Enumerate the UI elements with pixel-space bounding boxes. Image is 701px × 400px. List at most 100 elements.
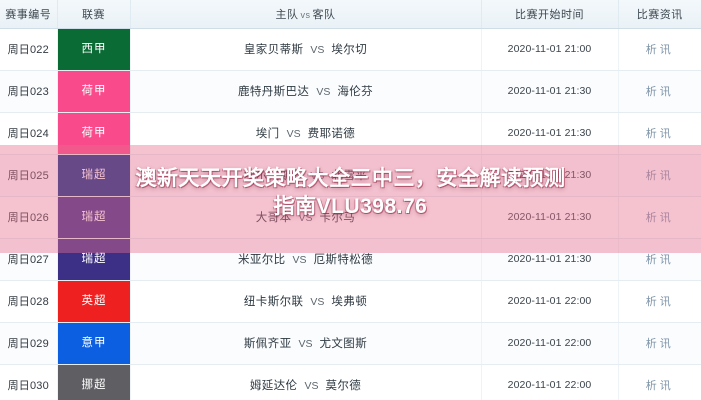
league-badge: 瑞超 [57,238,131,280]
info-links: 析讯 [646,209,674,225]
cell-match-info: 析讯 [618,280,701,323]
away-team-name: 海伦芬 [337,86,374,98]
cell-matchup[interactable]: 纽卡斯尔联 VS 埃弗顿 [130,280,482,323]
table-row[interactable]: 周日030 挪超 姆延达伦 VS 莫尔德 2020-11-01 22:00 析讯 [0,364,701,400]
cell-match-info: 析讯 [618,28,701,71]
away-team-name: 尤文图斯 [319,338,368,350]
news-link[interactable]: 讯 [659,338,674,350]
cell-match-id: 周日025 [0,154,58,197]
vs-separator: VS [286,128,301,140]
home-team-name: 埃尔夫斯堡 [243,170,304,182]
cell-league[interactable]: 英超 [57,280,131,323]
table-row[interactable]: 周日025 瑞超 埃尔夫斯堡 VS 北雪平 2020-11-01 21:30 析讯 [0,154,701,197]
league-badge: 意甲 [57,322,131,364]
cell-matchup[interactable]: 斯佩齐亚 VS 尤文图斯 [130,322,482,365]
cell-kickoff-time: 2020-11-01 22:00 [481,280,619,323]
cell-league[interactable]: 挪超 [57,364,131,400]
vs-separator: VS [298,338,313,350]
analysis-link[interactable]: 析 [645,86,660,98]
cell-matchup[interactable]: 大哥本 VS 卡尔马 [130,196,482,239]
cell-matchup[interactable]: 鹿特丹斯巴达 VS 海伦芬 [130,70,482,113]
table-row[interactable]: 周日022 西甲 皇家贝蒂斯 VS 埃尔切 2020-11-01 21:00 析讯 [0,28,701,71]
news-link[interactable]: 讯 [659,380,674,392]
table-header-row: 赛事编号 联赛 主队 vs 客队 比赛开始时间 比赛资讯 [0,0,701,29]
column-header-league: 联赛 [57,0,131,29]
cell-match-info: 析讯 [618,112,701,155]
league-badge: 英超 [57,280,131,322]
news-link[interactable]: 讯 [659,170,674,182]
vs-separator: VS [292,254,307,266]
home-team-name: 埃门 [255,128,280,140]
cell-match-id: 周日022 [0,28,58,71]
info-links: 析讯 [646,335,674,351]
cell-kickoff-time: 2020-11-01 22:00 [481,322,619,365]
cell-league[interactable]: 荷甲 [57,70,131,113]
home-team-name: 纽卡斯尔联 [243,296,304,308]
analysis-link[interactable]: 析 [645,296,660,308]
analysis-link[interactable]: 析 [645,254,660,266]
away-team-name: 厄斯特松德 [313,254,374,266]
cell-kickoff-time: 2020-11-01 22:00 [481,364,619,400]
league-badge: 荷甲 [57,70,131,112]
cell-match-info: 析讯 [618,196,701,239]
league-badge: 荷甲 [57,112,131,154]
vs-separator: VS [304,380,319,392]
table-row[interactable]: 周日026 瑞超 大哥本 VS 卡尔马 2020-11-01 21:30 析讯 [0,196,701,239]
cell-league[interactable]: 意甲 [57,322,131,365]
table-row[interactable]: 周日027 瑞超 米亚尔比 VS 厄斯特松德 2020-11-01 21:30 析讯 [0,238,701,281]
cell-match-id: 周日028 [0,280,58,323]
cell-kickoff-time: 2020-11-01 21:30 [481,154,619,197]
cell-kickoff-time: 2020-11-01 21:30 [481,112,619,155]
cell-matchup[interactable]: 姆延达伦 VS 莫尔德 [130,364,482,400]
away-team-name: 埃弗顿 [331,296,368,308]
cell-match-info: 析讯 [618,70,701,113]
analysis-link[interactable]: 析 [645,128,660,140]
info-links: 析讯 [646,125,674,141]
analysis-link[interactable]: 析 [645,380,660,392]
cell-matchup[interactable]: 米亚尔比 VS 厄斯特松德 [130,238,482,281]
home-team-name: 皇家贝蒂斯 [243,44,304,56]
info-links: 析讯 [646,293,674,309]
news-link[interactable]: 讯 [659,212,674,224]
cell-kickoff-time: 2020-11-01 21:30 [481,70,619,113]
news-link[interactable]: 讯 [659,44,674,56]
cell-matchup[interactable]: 埃尔夫斯堡 VS 北雪平 [130,154,482,197]
cell-matchup[interactable]: 皇家贝蒂斯 VS 埃尔切 [130,28,482,71]
home-team-name: 米亚尔比 [237,254,286,266]
news-link[interactable]: 讯 [659,254,674,266]
table-row[interactable]: 周日023 荷甲 鹿特丹斯巴达 VS 海伦芬 2020-11-01 21:30 析讯 [0,70,701,113]
news-link[interactable]: 讯 [659,296,674,308]
column-header-kickoff-time: 比赛开始时间 [481,0,619,29]
cell-league[interactable]: 瑞超 [57,196,131,239]
cell-league[interactable]: 西甲 [57,28,131,71]
table-row[interactable]: 周日024 荷甲 埃门 VS 费耶诺德 2020-11-01 21:30 析讯 [0,112,701,155]
analysis-link[interactable]: 析 [645,212,660,224]
cell-match-id: 周日023 [0,70,58,113]
info-links: 析讯 [646,41,674,57]
table-row[interactable]: 周日028 英超 纽卡斯尔联 VS 埃弗顿 2020-11-01 22:00 析讯 [0,280,701,323]
column-header-away-team: 客队 [312,8,336,21]
cell-match-info: 析讯 [618,322,701,365]
cell-match-id: 周日024 [0,112,58,155]
news-link[interactable]: 讯 [659,128,674,140]
info-links: 析讯 [646,167,674,183]
analysis-link[interactable]: 析 [645,44,660,56]
analysis-link[interactable]: 析 [645,338,660,350]
news-link[interactable]: 讯 [659,86,674,98]
vs-separator: VS [310,296,325,308]
cell-match-info: 析讯 [618,238,701,281]
table-row[interactable]: 周日029 意甲 斯佩齐亚 VS 尤文图斯 2020-11-01 22:00 析讯 [0,322,701,365]
home-team-name: 大哥本 [255,212,292,224]
cell-league[interactable]: 荷甲 [57,112,131,155]
league-badge: 西甲 [57,28,131,70]
cell-league[interactable]: 瑞超 [57,238,131,281]
cell-league[interactable]: 瑞超 [57,154,131,197]
cell-matchup[interactable]: 埃门 VS 费耶诺德 [130,112,482,155]
vs-separator: VS [316,86,331,98]
table-body: 周日022 西甲 皇家贝蒂斯 VS 埃尔切 2020-11-01 21:00 析讯 周日023… [0,28,701,400]
analysis-link[interactable]: 析 [645,170,660,182]
cell-match-id: 周日030 [0,364,58,400]
away-team-name: 费耶诺德 [307,128,356,140]
